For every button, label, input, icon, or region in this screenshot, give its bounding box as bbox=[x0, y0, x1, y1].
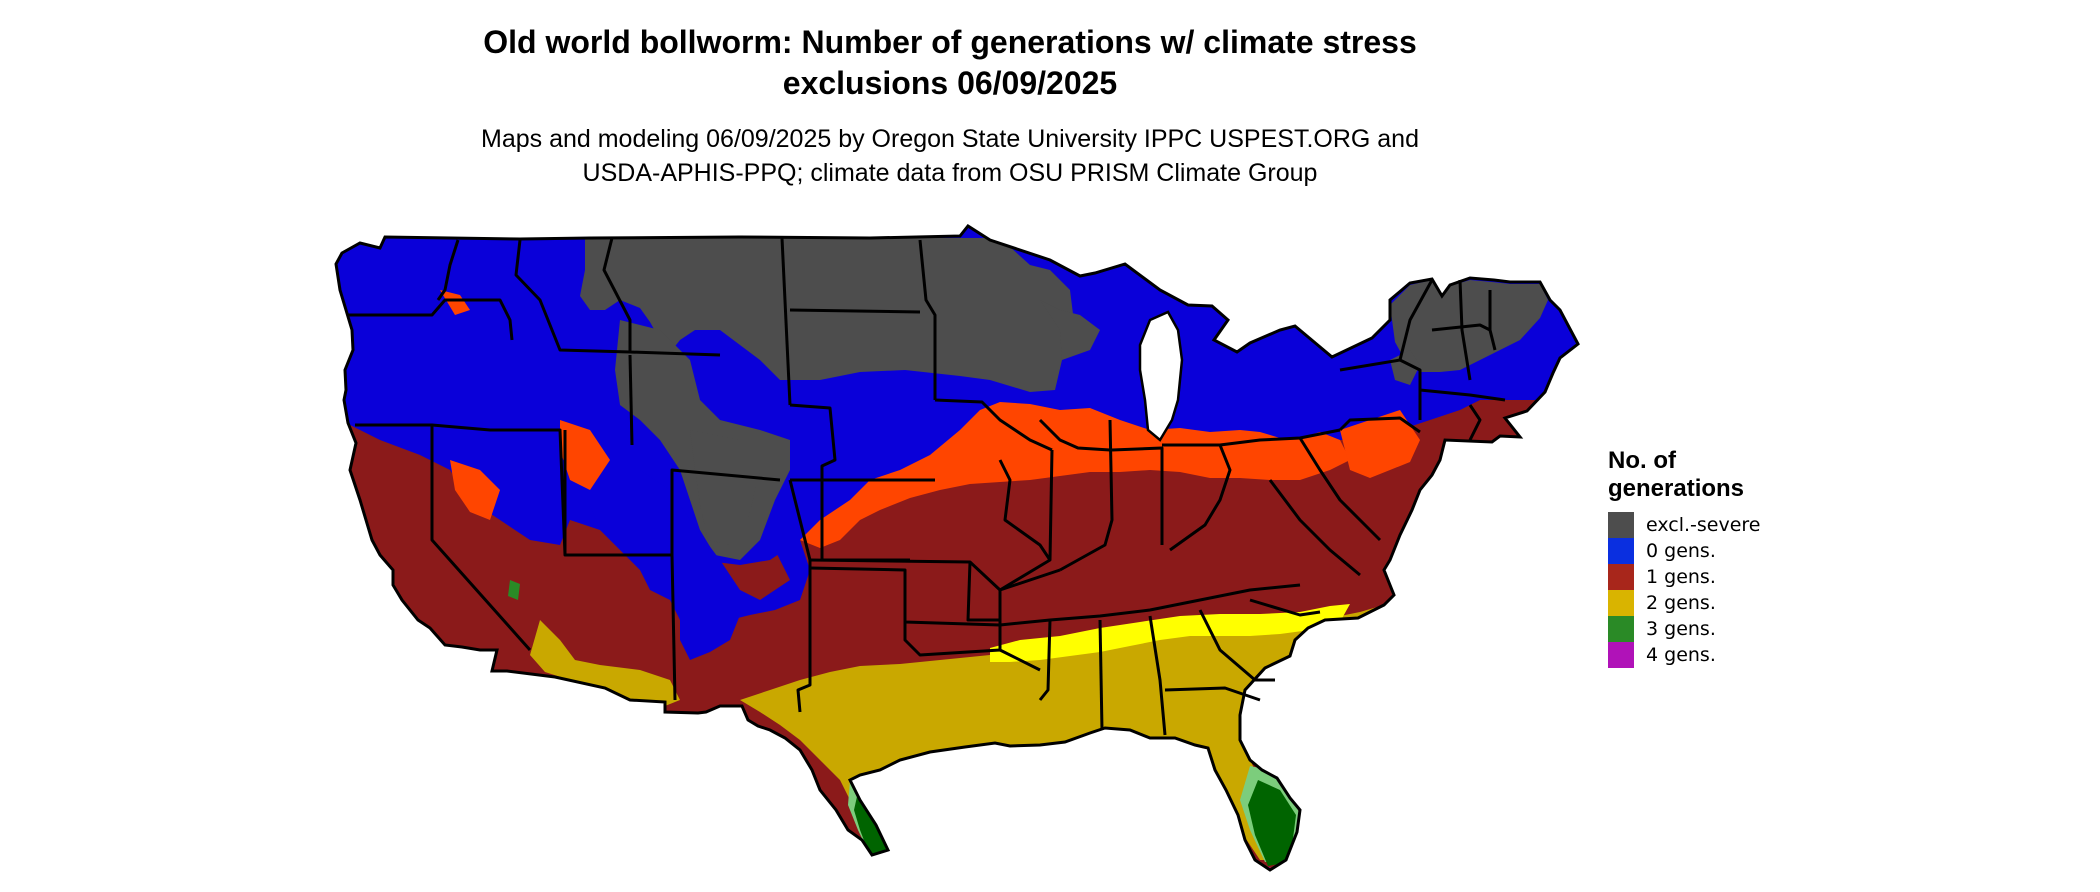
legend-title-line2: generations bbox=[1608, 475, 1745, 502]
zone-excluded-adirondacks bbox=[1390, 350, 1420, 385]
zone-one-gen-high-central bbox=[800, 402, 1350, 548]
legend-item-one-gen: 1 gens. bbox=[1608, 564, 1858, 590]
legend-item-zero-gens: 0 gens. bbox=[1608, 538, 1858, 564]
conus-generations-map bbox=[334, 224, 1580, 872]
legend-swatch-three-gens bbox=[1608, 616, 1634, 642]
map-title: Old world bollworm: Number of generation… bbox=[0, 22, 1900, 104]
legend-swatch-zero-gens bbox=[1608, 538, 1634, 564]
zone-two-gens-southwest bbox=[530, 620, 680, 708]
map-title-line2: exclusions 06/09/2025 bbox=[782, 65, 1118, 101]
state-boundaries bbox=[348, 237, 1506, 736]
zone-zero-gens-nm bbox=[680, 598, 740, 660]
zone-one-gen-high-nevada bbox=[450, 460, 500, 520]
legend-swatch-excluded bbox=[1608, 512, 1634, 538]
legend-label-excluded: excl.-severe bbox=[1646, 514, 1761, 536]
legend-label-one-gen: 1 gens. bbox=[1646, 566, 1716, 588]
legend-item-three-gens: 3 gens. bbox=[1608, 616, 1858, 642]
map-subtitle-line1: Maps and modeling 06/09/2025 by Oregon S… bbox=[481, 125, 1419, 153]
zone-one-gen-high-east bbox=[1340, 410, 1420, 478]
legend-swatch-two-gens bbox=[1608, 590, 1634, 616]
legend-label-four-gens: 4 gens. bbox=[1646, 644, 1716, 666]
zone-excluded-north-plains bbox=[580, 238, 1075, 392]
legend-item-excluded: excl.-severe bbox=[1608, 512, 1858, 538]
lake-michigan bbox=[1138, 310, 1184, 442]
map-subtitle: Maps and modeling 06/09/2025 by Oregon S… bbox=[0, 122, 1900, 190]
legend-item-two-gens: 2 gens. bbox=[1608, 590, 1858, 616]
zone-excluded-great-lakes bbox=[1040, 300, 1100, 360]
legend-label-two-gens: 2 gens. bbox=[1646, 592, 1716, 614]
legend-item-four-gens: 4 gens. bbox=[1608, 642, 1858, 668]
legend-title-line1: No. of bbox=[1608, 447, 1676, 474]
legend-title: No. of generations bbox=[1608, 447, 1858, 503]
legend: No. of generations excl.-severe 0 gens. … bbox=[1608, 447, 1858, 668]
legend-label-three-gens: 3 gens. bbox=[1646, 618, 1716, 640]
zone-two-gens-high bbox=[990, 604, 1350, 662]
zone-one-gen-high-idaho bbox=[440, 290, 470, 315]
zone-three-gens-arizona bbox=[508, 580, 520, 600]
map-title-line1: Old world bollworm: Number of generation… bbox=[483, 24, 1417, 60]
legend-label-zero-gens: 0 gens. bbox=[1646, 540, 1716, 562]
legend-swatch-four-gens bbox=[1608, 642, 1634, 668]
zone-excluded-colorado bbox=[690, 430, 760, 545]
zone-one-gen-high-west bbox=[560, 420, 610, 490]
map-subtitle-line2: USDA-APHIS-PPQ; climate data from OSU PR… bbox=[582, 159, 1318, 187]
legend-swatch-one-gen bbox=[1608, 564, 1634, 590]
zone-three-gens-florida bbox=[1248, 780, 1296, 866]
zone-zero-gens-sw bbox=[590, 470, 810, 620]
